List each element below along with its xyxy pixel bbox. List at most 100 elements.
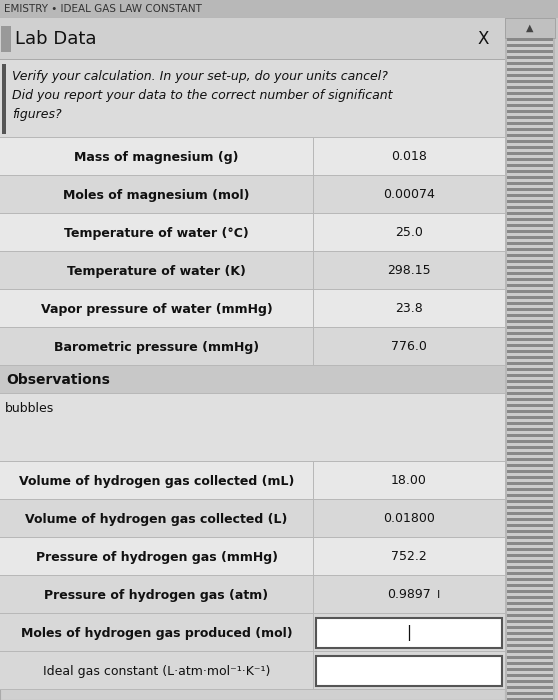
- Bar: [507, 164, 553, 167]
- Bar: [507, 638, 553, 641]
- Bar: [0, 394, 505, 462]
- Bar: [507, 569, 553, 572]
- Bar: [507, 575, 553, 578]
- Bar: [507, 698, 553, 700]
- Bar: [507, 242, 553, 245]
- Bar: [507, 308, 553, 311]
- Bar: [0, 59, 505, 60]
- Bar: [507, 458, 553, 461]
- Bar: [0, 462, 505, 500]
- Bar: [507, 65, 553, 68]
- Bar: [507, 422, 553, 425]
- Bar: [507, 365, 553, 368]
- Bar: [507, 197, 553, 200]
- Bar: [507, 572, 553, 575]
- Bar: [0, 652, 505, 690]
- Bar: [507, 302, 553, 305]
- Bar: [507, 560, 553, 563]
- Bar: [507, 353, 553, 356]
- Bar: [507, 263, 553, 266]
- Bar: [1, 26, 11, 52]
- Bar: [507, 374, 553, 377]
- Bar: [507, 656, 553, 659]
- Bar: [507, 254, 553, 257]
- Bar: [507, 440, 553, 443]
- Bar: [507, 38, 553, 41]
- Text: Pressure of hydrogen gas (mmHg): Pressure of hydrogen gas (mmHg): [36, 550, 277, 564]
- Bar: [507, 470, 553, 473]
- Bar: [313, 576, 314, 614]
- Bar: [0, 18, 505, 60]
- Bar: [313, 462, 314, 500]
- Bar: [507, 278, 553, 281]
- Text: 25.0: 25.0: [395, 227, 423, 239]
- Bar: [507, 530, 553, 533]
- Bar: [507, 230, 553, 233]
- Bar: [507, 437, 553, 440]
- Bar: [507, 311, 553, 314]
- Bar: [507, 194, 553, 197]
- Bar: [313, 652, 314, 690]
- Bar: [507, 59, 553, 62]
- Bar: [507, 155, 553, 158]
- Bar: [507, 389, 553, 392]
- Bar: [507, 266, 553, 269]
- Bar: [507, 344, 553, 347]
- Bar: [507, 329, 553, 332]
- Bar: [507, 140, 553, 143]
- Bar: [507, 203, 553, 206]
- Bar: [507, 644, 553, 647]
- Bar: [507, 152, 553, 155]
- Bar: [507, 452, 553, 455]
- Bar: [507, 515, 553, 518]
- Bar: [507, 335, 553, 338]
- Bar: [0, 214, 505, 252]
- Bar: [507, 251, 553, 254]
- Bar: [0, 138, 505, 176]
- Text: Verify your calculation. In your set-up, do your units cancel?
Did you report yo: Verify your calculation. In your set-up,…: [12, 70, 392, 121]
- Bar: [507, 671, 553, 674]
- Bar: [0, 251, 505, 252]
- Bar: [0, 0, 558, 18]
- Bar: [507, 275, 553, 278]
- Bar: [507, 545, 553, 548]
- Bar: [507, 485, 553, 488]
- Bar: [507, 305, 553, 308]
- Bar: [0, 252, 505, 290]
- Bar: [0, 137, 505, 138]
- Bar: [0, 537, 505, 538]
- Bar: [507, 662, 553, 665]
- Bar: [507, 590, 553, 593]
- Bar: [507, 221, 553, 224]
- Text: Pressure of hydrogen gas (atm): Pressure of hydrogen gas (atm): [45, 589, 268, 601]
- Bar: [507, 479, 553, 482]
- Bar: [507, 41, 553, 44]
- Bar: [507, 113, 553, 116]
- Text: Moles of hydrogen gas produced (mol): Moles of hydrogen gas produced (mol): [21, 626, 292, 640]
- Bar: [507, 524, 553, 527]
- Bar: [507, 620, 553, 623]
- Bar: [507, 473, 553, 476]
- Bar: [507, 158, 553, 161]
- Bar: [507, 446, 553, 449]
- Bar: [507, 608, 553, 611]
- Bar: [507, 185, 553, 188]
- Bar: [507, 533, 553, 536]
- Text: 0.01800: 0.01800: [383, 512, 435, 526]
- Bar: [507, 668, 553, 671]
- Bar: [0, 213, 505, 214]
- Bar: [313, 500, 314, 538]
- Text: EMISTRY • IDEAL GAS LAW CONSTANT: EMISTRY • IDEAL GAS LAW CONSTANT: [4, 4, 202, 14]
- Bar: [507, 566, 553, 569]
- Bar: [507, 101, 553, 104]
- Bar: [507, 104, 553, 107]
- Bar: [507, 116, 553, 119]
- Bar: [507, 338, 553, 341]
- Bar: [507, 71, 553, 74]
- Bar: [0, 365, 505, 366]
- Bar: [507, 143, 553, 146]
- Bar: [507, 536, 553, 539]
- Text: 752.2: 752.2: [391, 550, 427, 564]
- Bar: [507, 629, 553, 632]
- Bar: [507, 419, 553, 422]
